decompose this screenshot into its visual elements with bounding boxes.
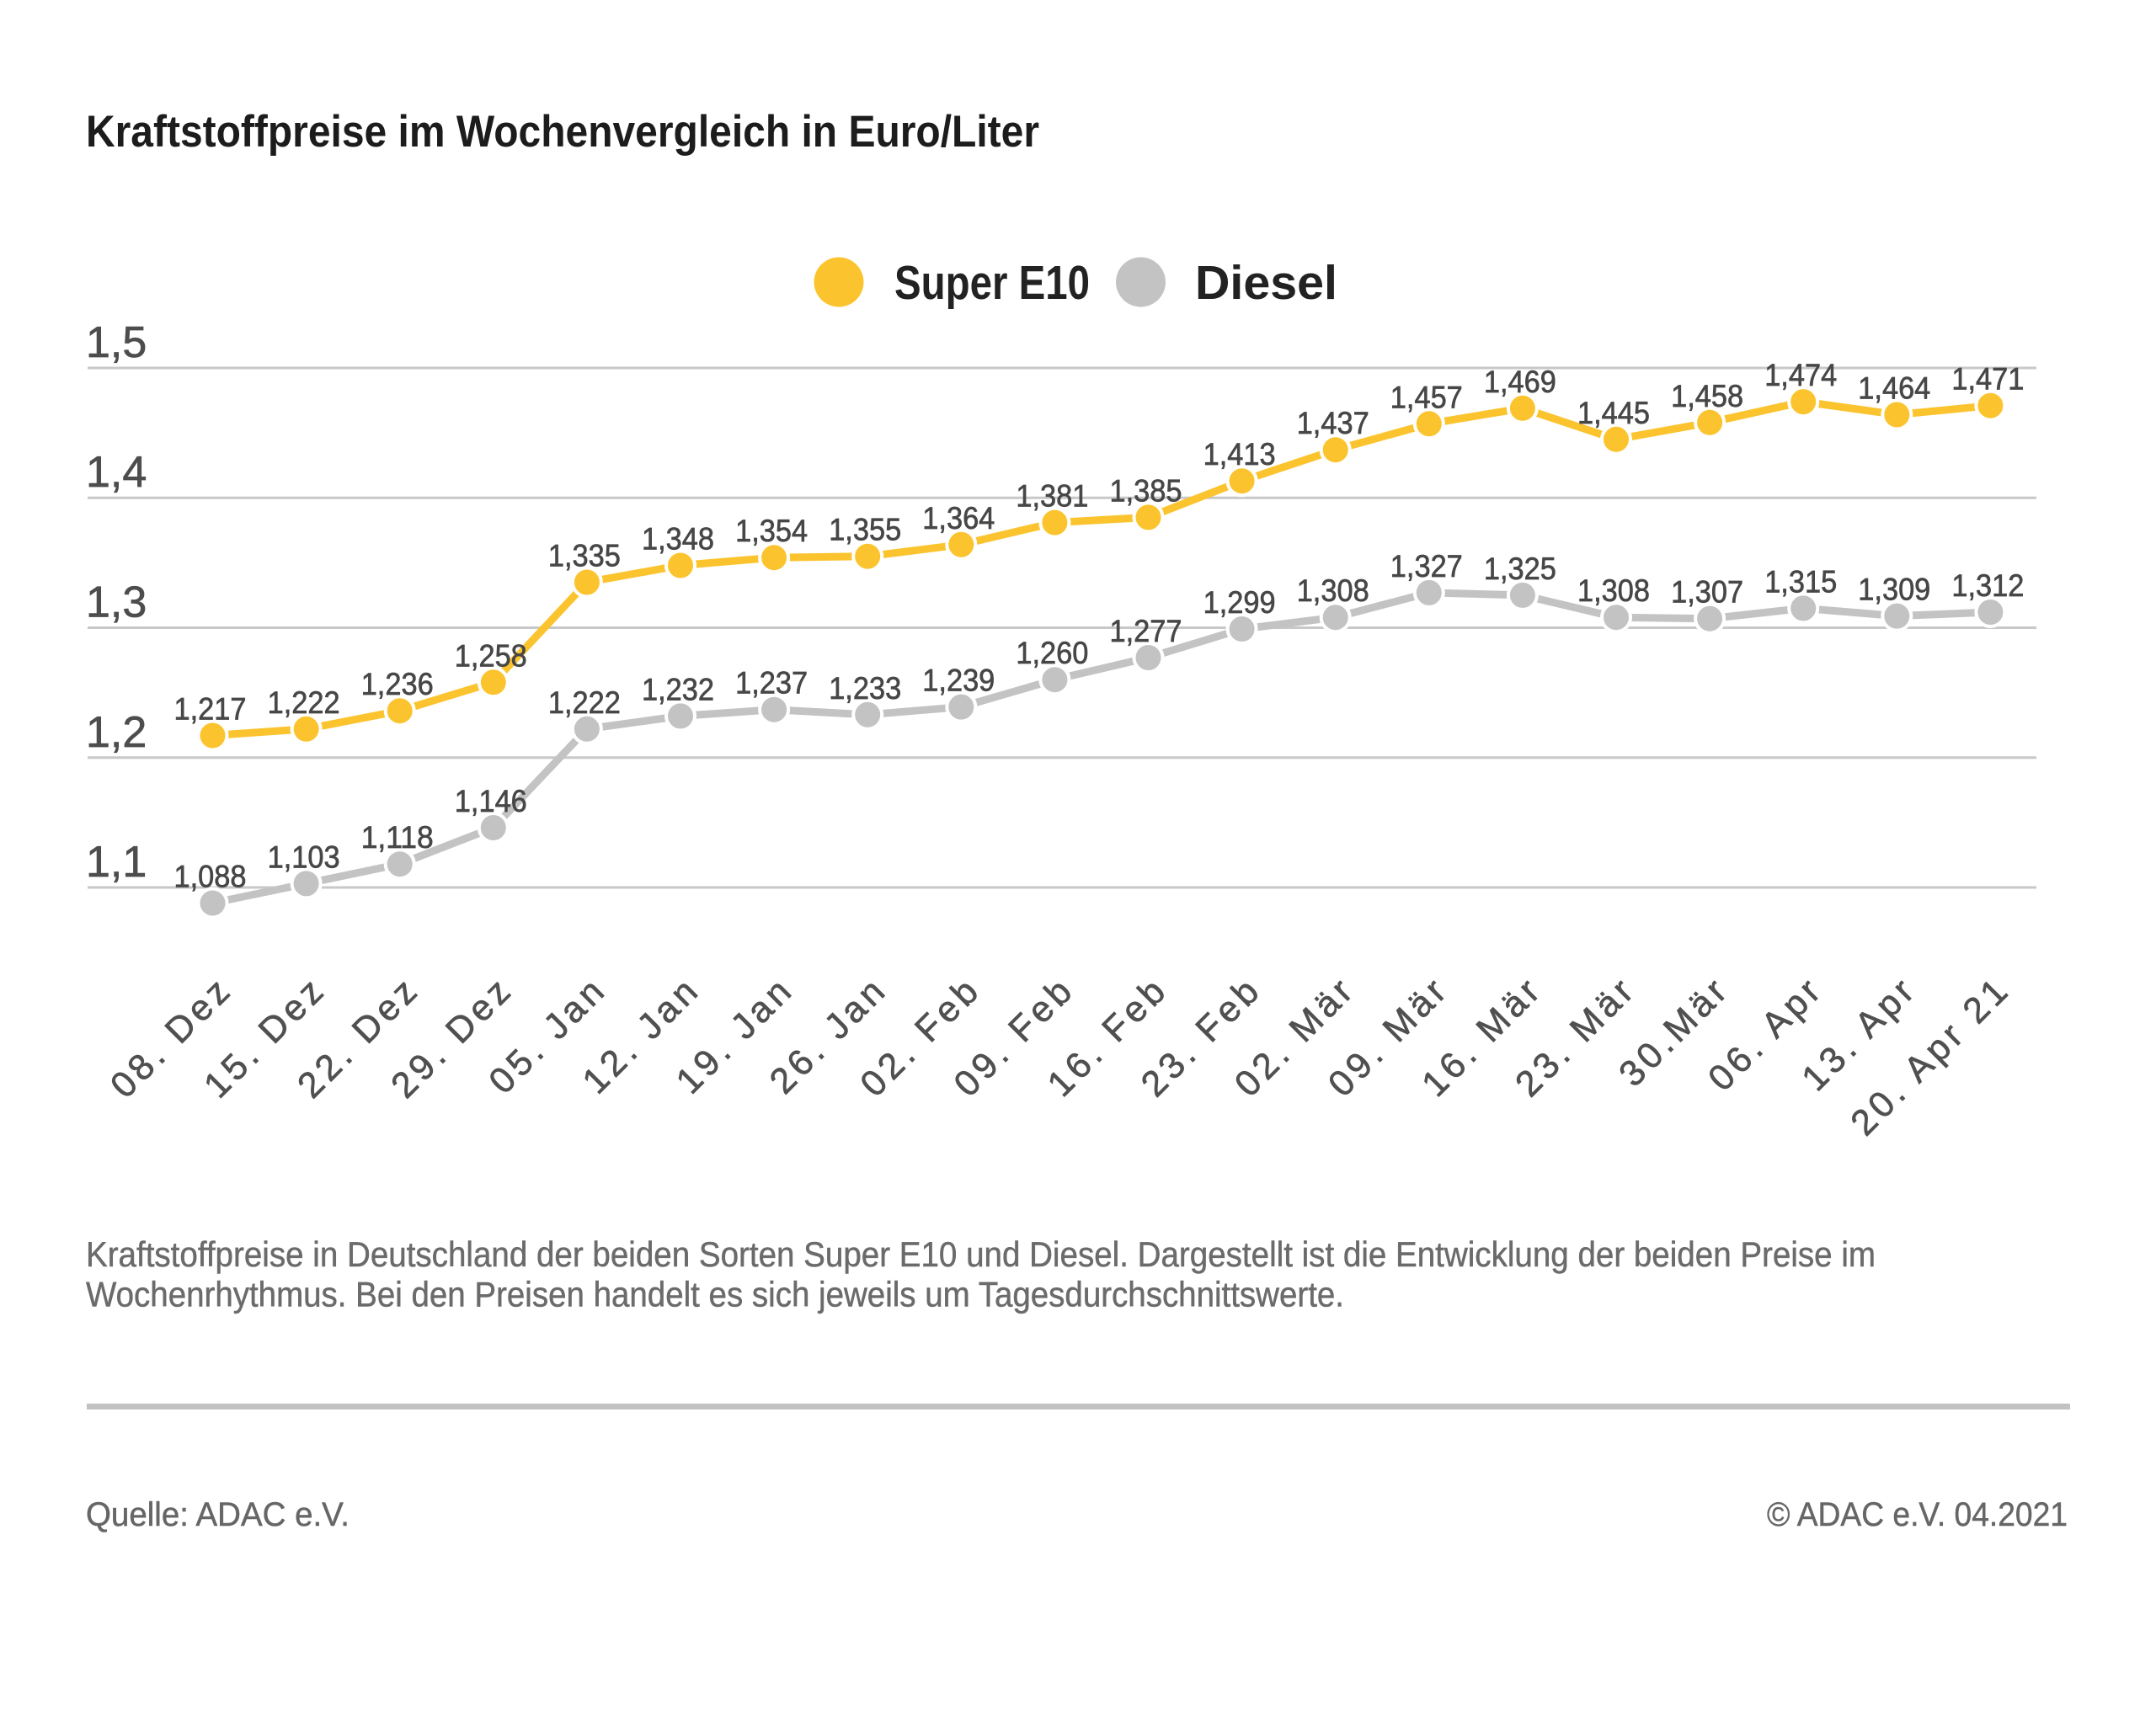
svg-text:1,239: 1,239 [922,663,995,698]
svg-text:1,237: 1,237 [735,666,808,701]
svg-text:1,327: 1,327 [1390,549,1463,584]
svg-text:1,277: 1,277 [1110,614,1182,648]
svg-text:1,307: 1,307 [1671,575,1743,610]
svg-text:1,355: 1,355 [829,513,901,547]
svg-text:1,2: 1,2 [86,708,147,757]
svg-text:1,258: 1,258 [455,638,527,673]
svg-text:1,088: 1,088 [174,860,247,894]
svg-text:1,335: 1,335 [548,539,621,573]
svg-text:1,232: 1,232 [642,672,714,706]
svg-text:1,437: 1,437 [1297,406,1369,440]
svg-text:1,312: 1,312 [1951,568,2024,603]
svg-text:1,457: 1,457 [1390,380,1463,414]
svg-text:1,413: 1,413 [1203,437,1276,472]
svg-text:Kraftstoffpreise im Wochenverg: Kraftstoffpreise im Wochenvergleich in E… [86,107,1039,157]
svg-text:© ADAC e.V. 04.2021: © ADAC e.V. 04.2021 [1767,1496,2068,1533]
svg-text:1,103: 1,103 [268,839,340,874]
svg-text:Wochenrhythmus. Bei den Preise: Wochenrhythmus. Bei den Preisen handelt … [86,1275,1344,1314]
svg-text:1,458: 1,458 [1671,379,1743,413]
svg-text:Quelle: ADAC e.V.: Quelle: ADAC e.V. [86,1496,350,1533]
svg-text:1,445: 1,445 [1577,396,1650,430]
svg-text:1,118: 1,118 [361,820,434,855]
svg-text:1,1: 1,1 [86,838,147,887]
svg-text:1,464: 1,464 [1858,371,1930,406]
svg-text:1,236: 1,236 [361,667,434,701]
svg-text:1,308: 1,308 [1577,573,1650,608]
svg-text:1,3: 1,3 [86,578,147,627]
svg-text:1,217: 1,217 [174,692,247,727]
svg-text:1,315: 1,315 [1764,564,1837,599]
svg-text:1,471: 1,471 [1951,362,2024,397]
svg-text:1,233: 1,233 [829,671,901,706]
svg-text:1,260: 1,260 [1016,636,1088,670]
svg-text:1,325: 1,325 [1484,552,1556,586]
svg-text:Diesel: Diesel [1195,256,1337,310]
svg-text:1,299: 1,299 [1203,585,1276,620]
svg-text:1,222: 1,222 [548,685,621,720]
svg-text:1,348: 1,348 [642,522,714,557]
svg-text:1,474: 1,474 [1764,358,1837,392]
svg-text:1,469: 1,469 [1484,365,1556,399]
svg-text:1,364: 1,364 [922,501,995,536]
svg-text:1,5: 1,5 [86,318,147,367]
svg-text:1,146: 1,146 [455,784,527,818]
svg-text:1,309: 1,309 [1858,573,1930,607]
svg-text:Super E10: Super E10 [894,256,1090,310]
svg-text:1,354: 1,354 [735,514,808,548]
svg-text:1,381: 1,381 [1016,479,1088,514]
svg-text:1,4: 1,4 [86,448,147,497]
svg-text:1,385: 1,385 [1110,473,1182,508]
svg-text:Kraftstoffpreise in Deutschlan: Kraftstoffpreise in Deutschland der beid… [86,1234,1876,1274]
svg-text:1,222: 1,222 [268,685,340,720]
svg-text:1,308: 1,308 [1297,573,1369,608]
